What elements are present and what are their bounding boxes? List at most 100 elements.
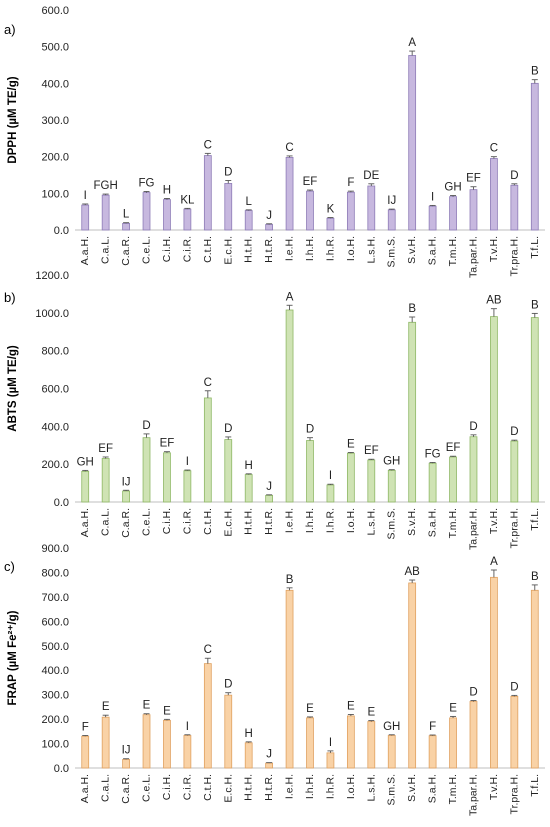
significance-letter: GH	[444, 182, 461, 194]
x-tick-label: T.f.L.	[529, 774, 541, 797]
bar	[387, 735, 396, 769]
x-tick-label: Tr.pra.H.	[508, 236, 520, 276]
significance-letter: AB	[486, 295, 502, 307]
bar	[367, 185, 376, 231]
y-tick-label: 300.0	[41, 115, 69, 127]
significance-letter: D	[224, 167, 232, 179]
x-tick-label: A.a.H.	[79, 774, 91, 803]
significance-letter: D	[510, 170, 518, 182]
bar	[101, 458, 110, 503]
significance-letter: F	[429, 721, 436, 733]
bar	[224, 439, 233, 503]
x-tick-label: H.t.R.	[263, 508, 275, 535]
x-tick-label: C.t.H.	[202, 774, 214, 801]
significance-letter: D	[469, 421, 477, 433]
bar	[408, 321, 417, 503]
bar	[101, 194, 110, 231]
bar	[490, 158, 498, 231]
bar	[122, 222, 130, 231]
chart-panel-2: c) FRAP (µM Fe²⁺/g) 0.0 100.0 200.0 300.0 400.…	[4, 543, 545, 816]
x-tick-label: S.a.H.	[427, 236, 439, 265]
significance-letter: F	[347, 177, 354, 189]
x-tick-label: L.s.H.	[365, 236, 377, 263]
x-tick-label: T.f.L.	[529, 508, 541, 531]
x-tick-label: I.h.H.	[304, 774, 316, 799]
x-tick-label: H.t.H.	[243, 774, 255, 801]
bar	[428, 462, 437, 503]
bar	[428, 735, 437, 769]
x-tick-label: S.a.H.	[427, 508, 439, 537]
significance-letter: C	[490, 143, 498, 155]
x-tick-label: A.a.H.	[79, 508, 91, 537]
x-tick-label: Ta.par.H.	[467, 508, 479, 550]
bar	[490, 316, 498, 503]
x-tick-label: C.a.R.	[120, 236, 132, 266]
significance-letter: A	[490, 556, 498, 568]
y-tick-label: 1200.0	[35, 270, 69, 282]
bar	[346, 452, 355, 503]
bar	[142, 192, 151, 231]
significance-letter: D	[306, 424, 314, 436]
x-tick-label: H.t.R.	[263, 774, 275, 801]
significance-letter: E	[306, 703, 314, 715]
bar	[449, 456, 457, 503]
bar	[203, 397, 212, 503]
significance-letter: EF	[364, 445, 379, 457]
x-tick-label: T.v.H.	[488, 508, 500, 534]
x-tick-label: C.i.R.	[181, 508, 193, 534]
x-tick-label: S.m.S.	[386, 774, 398, 806]
significance-letter: FGH	[94, 180, 118, 192]
significance-letter: EF	[466, 173, 481, 185]
x-tick-label: I.h.H.	[304, 236, 316, 261]
x-tick-label: Tr.pra.H.	[508, 774, 520, 814]
x-tick-label: E.c.H.	[222, 508, 234, 537]
significance-letter: E	[347, 700, 355, 712]
bar	[183, 735, 192, 769]
y-tick-label: 600.0	[41, 616, 69, 628]
bar	[469, 436, 478, 503]
x-tick-label: T.f.L.	[529, 236, 541, 259]
x-tick-label: I.o.H.	[345, 508, 357, 533]
significance-letter: C	[204, 644, 212, 656]
x-tick-label: L.s.H.	[365, 774, 377, 801]
significance-letter: DE	[363, 170, 379, 182]
bar	[346, 715, 355, 769]
x-tick-label: I.e.H.	[284, 508, 296, 533]
y-tick-label: 100.0	[41, 739, 69, 751]
y-axis-label: DPPH (µM TE/g)	[7, 76, 19, 163]
significance-letter: E	[449, 702, 457, 714]
x-tick-label: I.e.H.	[284, 236, 296, 261]
significance-letter: A	[286, 291, 294, 303]
bar	[367, 721, 376, 769]
significance-letter: J	[266, 481, 272, 493]
bar	[142, 437, 151, 503]
y-tick-label: 200.0	[41, 714, 69, 726]
significance-letter: B	[531, 299, 539, 311]
bar	[203, 663, 212, 769]
x-tick-label: E.c.H.	[222, 774, 234, 803]
significance-letter: L	[245, 196, 252, 208]
bar	[81, 735, 90, 769]
bar	[510, 184, 519, 231]
x-tick-label: A.a.H.	[79, 236, 91, 265]
x-tick-label: I.h.R.	[324, 508, 336, 533]
significance-letter: I	[329, 470, 332, 482]
bar	[244, 742, 253, 769]
significance-letter: EF	[446, 442, 461, 454]
x-tick-label: I.h.H.	[304, 508, 316, 533]
x-tick-label: E.c.H.	[222, 236, 234, 265]
x-tick-label: C.i.R.	[181, 774, 193, 800]
y-tick-label: 0.0	[54, 763, 69, 775]
bar	[142, 714, 151, 769]
significance-letter: E	[347, 438, 355, 450]
significance-letter: GH	[77, 456, 94, 468]
x-tick-label: I.o.H.	[345, 774, 357, 799]
y-tick-label: 200.0	[41, 459, 69, 471]
x-tick-label: C.a.R.	[120, 774, 132, 804]
y-tick-label: 100.0	[41, 188, 69, 200]
bar	[326, 217, 335, 231]
significance-letter: E	[163, 705, 171, 717]
significance-letter: GH	[383, 721, 400, 733]
